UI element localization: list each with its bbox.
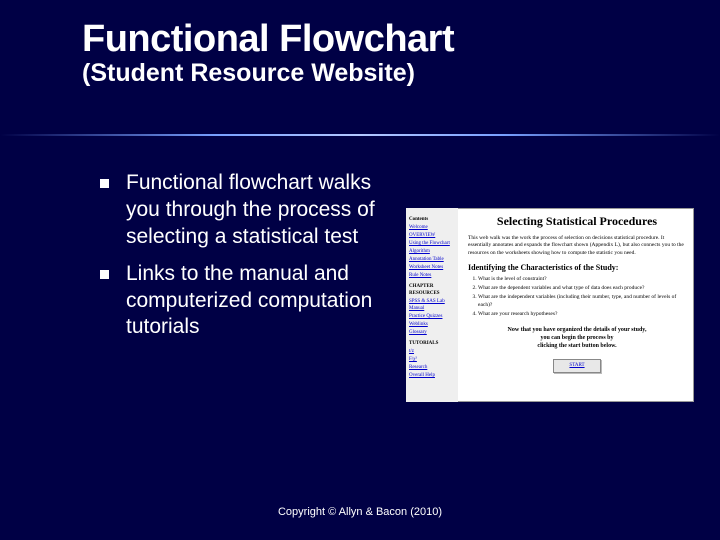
body-row: Functional flowchart walks you through t… [98, 170, 698, 402]
thumb-sidebar-link: Annotation Table [409, 256, 455, 263]
thumb-sidebar-link: Rule Notes [409, 272, 455, 279]
thumb-title: Selecting Statistical Procedures [468, 214, 686, 229]
thumb-sidebar-link: Overall Help [409, 372, 455, 379]
thumb-list-item: What is the level of constraint? [478, 276, 686, 284]
bullet-item: Links to the manual and computerized com… [98, 261, 388, 342]
thumb-sidebar-link: F/χ² [409, 356, 455, 363]
bullet-item: Functional flowchart walks you through t… [98, 170, 388, 251]
thumb-center-line: Now that you have organized the details … [508, 327, 647, 333]
thumb-sidebar-heading: CHAPTER RESOURCES [409, 283, 455, 297]
thumb-sidebar-link: OVERVIEW [409, 232, 455, 239]
thumb-sidebar-link: Glossary [409, 329, 455, 336]
thumb-sidebar-link: Welcome [409, 224, 455, 231]
screenshot-thumbnail: Contents Welcome OVERVIEW Using the Flow… [406, 208, 694, 402]
thumb-center-text: Now that you have organized the details … [468, 327, 686, 350]
thumb-sidebar-heading: Contents [409, 216, 455, 223]
thumb-ordered-list: What is the level of constraint? What ar… [468, 276, 686, 319]
thumb-list-item: What are your research hypotheses? [478, 311, 686, 319]
thumb-sidebar-link: t/z [409, 348, 455, 355]
thumb-sidebar-link: Weblinks [409, 321, 455, 328]
divider-line [0, 134, 720, 136]
thumb-center-line: you can begin the process by [540, 335, 613, 341]
title-block: Functional Flowchart (Student Resource W… [0, 0, 720, 88]
thumb-sidebar-link: Research [409, 364, 455, 371]
thumb-sidebar-link: Using the Flowchart [409, 240, 455, 247]
thumb-paragraph: This web walk was the work the process o… [468, 235, 686, 257]
bullet-list: Functional flowchart walks you through t… [98, 170, 388, 351]
thumb-sidebar-link: SPSS & SAS Lab Manual [409, 298, 455, 312]
slide-title: Functional Flowchart [82, 18, 720, 61]
thumb-sidebar-link: Worksheet Notes [409, 264, 455, 271]
thumb-center-line: clicking the start button below. [537, 343, 616, 349]
thumb-start-button: START [553, 359, 601, 373]
thumb-sidebar-link: Practice Quizzes [409, 313, 455, 320]
thumb-list-item: What are the dependent variables and wha… [478, 285, 686, 293]
thumb-list-item: What are the independent variables (incl… [478, 294, 686, 310]
slide-subtitle: (Student Resource Website) [82, 59, 720, 88]
copyright-text: Copyright © Allyn & Bacon (2010) [0, 506, 720, 518]
thumb-sidebar: Contents Welcome OVERVIEW Using the Flow… [406, 208, 458, 402]
thumb-sidebar-link: Algorithm [409, 248, 455, 255]
thumb-sidebar-heading: TUTORIALS [409, 340, 455, 347]
thumb-main: Selecting Statistical Procedures This we… [458, 208, 694, 402]
thumb-heading: Identifying the Characteristics of the S… [468, 263, 686, 272]
